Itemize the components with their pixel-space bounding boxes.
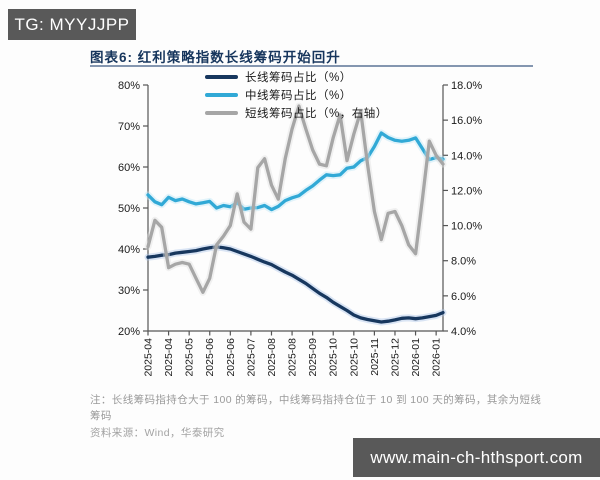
legend-swatch-icon bbox=[205, 93, 238, 97]
channel-badge: TG: MYYJJPP bbox=[8, 9, 136, 40]
legend-item-1: 中线筹码占比（%） bbox=[205, 88, 388, 102]
legend-label: 中线筹码占比（%） bbox=[245, 90, 352, 102]
left-axis-label: 60% bbox=[118, 162, 140, 174]
x-axis-label: 2026-01 bbox=[431, 338, 443, 377]
x-axis-label: 2025-04 bbox=[163, 338, 175, 377]
legend-label: 短线筹码占比（%，右轴） bbox=[245, 108, 388, 120]
series-line-2 bbox=[146, 104, 445, 294]
series-line-1 bbox=[146, 131, 445, 212]
right-axis-label: 18.0% bbox=[451, 80, 482, 92]
x-axis-label: 2025-05 bbox=[184, 338, 196, 377]
chart-legend: 长线筹码占比（%） 中线筹码占比（%） 短线筹码占比（%，右轴） bbox=[205, 70, 388, 120]
legend-item-0: 长线筹码占比（%） bbox=[205, 70, 388, 84]
right-axis-label: 8.0% bbox=[451, 256, 476, 268]
x-axis-label: 2025-06 bbox=[204, 338, 216, 377]
series-halo-0 bbox=[144, 243, 447, 326]
right-axis-label: 6.0% bbox=[451, 291, 476, 303]
watermark-url-text: www.main-ch-hthsport.com bbox=[370, 447, 583, 467]
channel-badge-text: TG: MYYJJPP bbox=[14, 14, 130, 34]
x-axis-label: 2025-08 bbox=[266, 338, 278, 377]
left-axis-label: 30% bbox=[118, 285, 140, 297]
right-axis-label: 4.0% bbox=[451, 326, 476, 338]
chart-source: 资料来源：Wind，华泰研究 bbox=[90, 427, 225, 439]
left-axis-label: 70% bbox=[118, 121, 140, 133]
x-axis-label: 2025-10 bbox=[348, 338, 360, 377]
right-axis-label: 10.0% bbox=[451, 221, 482, 233]
x-axis-label: 2025-08 bbox=[287, 338, 299, 377]
x-axis-label: 2025-06 bbox=[225, 338, 237, 377]
x-axis-label: 2025-12 bbox=[389, 338, 401, 377]
right-axis-label: 12.0% bbox=[451, 185, 482, 197]
x-axis-label: 2025-09 bbox=[307, 338, 319, 377]
legend-item-2: 短线筹码占比（%，右轴） bbox=[205, 106, 388, 120]
x-axis-label: 2025-07 bbox=[245, 338, 257, 377]
legend-swatch-icon bbox=[205, 111, 238, 115]
series-line-0 bbox=[146, 245, 445, 324]
chart-note: 注：长线筹码指持仓大于 100 的筹码，中线筹码指持仓位于 10 到 100 天… bbox=[90, 394, 542, 423]
left-axis-label: 40% bbox=[118, 244, 140, 256]
x-axis-label: 2026-01 bbox=[410, 338, 422, 377]
right-axis-label: 14.0% bbox=[451, 150, 482, 162]
title-divider bbox=[90, 65, 533, 67]
left-axis-label: 20% bbox=[118, 326, 140, 338]
x-axis-label: 2025-11 bbox=[369, 338, 381, 376]
legend-swatch-icon bbox=[205, 75, 238, 79]
x-axis-label: 2025-04 bbox=[143, 338, 155, 377]
legend-label: 长线筹码占比（%） bbox=[245, 72, 352, 84]
left-axis-label: 50% bbox=[118, 203, 140, 215]
watermark-url-bar: www.main-ch-hthsport.com bbox=[353, 438, 600, 477]
x-axis-label: 2025-10 bbox=[328, 338, 340, 377]
left-axis-label: 80% bbox=[118, 80, 140, 92]
right-axis-label: 16.0% bbox=[451, 115, 482, 127]
chart-title: 图表6: 红利策略指数长线筹码开始回升 bbox=[90, 50, 341, 65]
